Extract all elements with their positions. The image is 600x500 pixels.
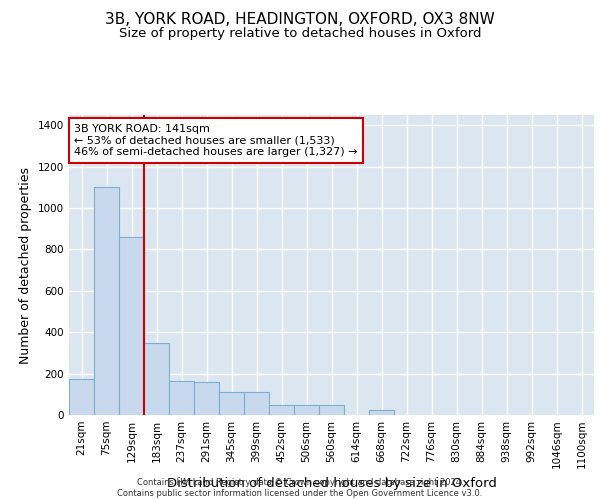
Text: 3B YORK ROAD: 141sqm
← 53% of detached houses are smaller (1,533)
46% of semi-de: 3B YORK ROAD: 141sqm ← 53% of detached h… bbox=[74, 124, 358, 157]
Bar bbox=[194, 382, 219, 415]
Bar bbox=[119, 237, 144, 415]
Bar bbox=[294, 404, 319, 415]
Bar bbox=[319, 404, 344, 415]
Bar bbox=[219, 392, 244, 415]
Y-axis label: Number of detached properties: Number of detached properties bbox=[19, 166, 32, 364]
Bar bbox=[169, 381, 194, 415]
Text: Contains HM Land Registry data © Crown copyright and database right 2024.
Contai: Contains HM Land Registry data © Crown c… bbox=[118, 478, 482, 498]
Bar bbox=[144, 342, 169, 415]
Text: Size of property relative to detached houses in Oxford: Size of property relative to detached ho… bbox=[119, 28, 481, 40]
Bar bbox=[269, 404, 294, 415]
Bar bbox=[369, 410, 394, 415]
Bar bbox=[69, 379, 94, 415]
Text: 3B, YORK ROAD, HEADINGTON, OXFORD, OX3 8NW: 3B, YORK ROAD, HEADINGTON, OXFORD, OX3 8… bbox=[105, 12, 495, 28]
Bar bbox=[244, 392, 269, 415]
Bar bbox=[94, 188, 119, 415]
X-axis label: Distribution of detached houses by size in Oxford: Distribution of detached houses by size … bbox=[167, 477, 496, 490]
